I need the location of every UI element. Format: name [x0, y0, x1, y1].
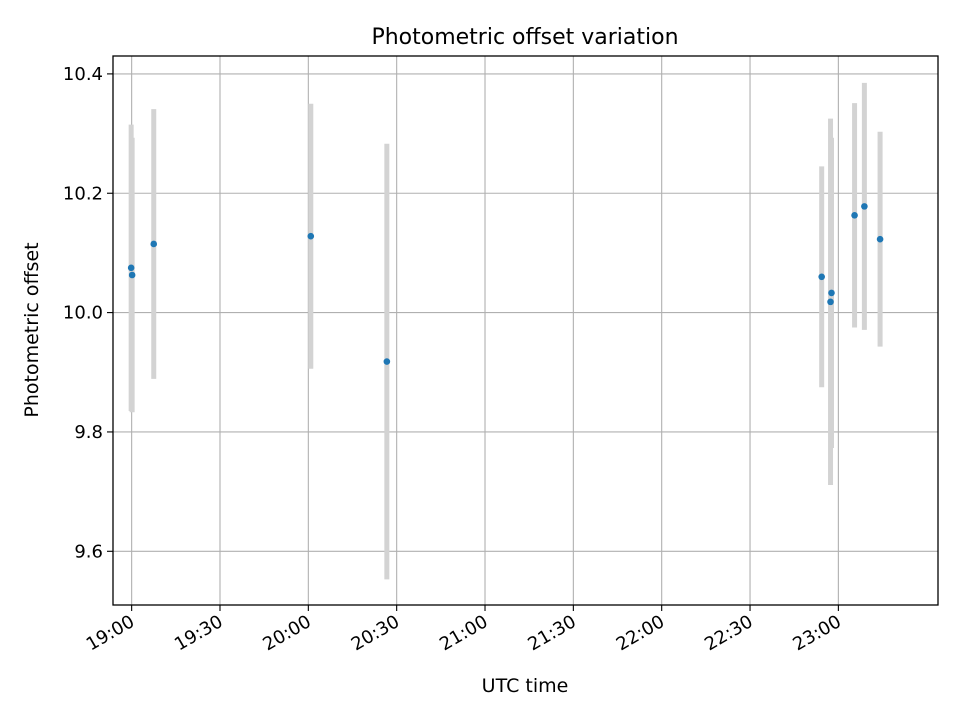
data-point — [876, 235, 884, 243]
data-point — [818, 273, 825, 281]
plot-frame — [112, 55, 939, 606]
x-axis-label: UTC time — [482, 675, 569, 697]
y-tick-label: 10.0 — [63, 303, 103, 324]
data-point — [827, 298, 834, 306]
y-tick-label: 10.2 — [63, 183, 103, 204]
data-point — [127, 264, 135, 272]
y-tick-label: 10.4 — [63, 64, 103, 85]
y-tick-label: 9.8 — [74, 422, 103, 443]
y-axis-label: Photometric offset — [21, 242, 43, 417]
data-point — [828, 289, 835, 297]
point-layer — [127, 203, 884, 365]
data-point — [128, 271, 136, 279]
chart-title: Photometric offset variation — [371, 25, 678, 50]
data-point — [851, 212, 858, 219]
data-point — [861, 203, 868, 210]
data-point — [383, 358, 391, 365]
data-point — [307, 232, 315, 240]
data-point — [150, 240, 158, 248]
y-tick-label: 9.6 — [74, 541, 103, 562]
